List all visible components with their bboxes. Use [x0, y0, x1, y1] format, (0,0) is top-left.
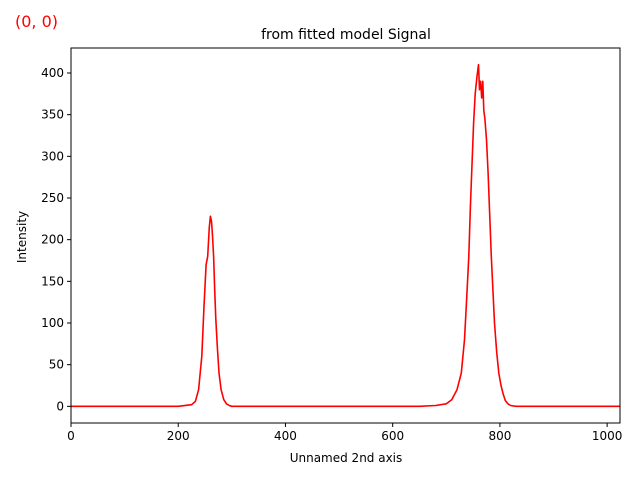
x-tick-label: 600: [381, 429, 404, 443]
x-tick-label: 1000: [592, 429, 623, 443]
y-axis-label: Intensity: [15, 211, 29, 263]
corner-coordinate-label: (0, 0): [15, 12, 59, 31]
y-tick-label: 350: [41, 108, 64, 122]
y-tick-label: 300: [41, 149, 64, 163]
y-tick-label: 50: [49, 358, 64, 372]
y-tick-label: 0: [56, 399, 64, 413]
y-tick-label: 400: [41, 66, 64, 80]
plot-area: 0 200 400 600 800 1000 0 50 100 150 200 250 300 350 40…: [41, 47, 623, 443]
y-tick-label: 100: [41, 316, 64, 330]
series-line-0: [71, 63, 620, 408]
y-tick-label: 150: [41, 274, 64, 288]
axes-frame: [70, 47, 621, 424]
y-tick-label: 250: [41, 191, 64, 205]
chart-title: from fitted model Signal: [261, 27, 431, 43]
x-tick-label: 400: [274, 429, 297, 443]
x-tick-label: 0: [67, 429, 75, 443]
x-tick-label: 800: [488, 429, 511, 443]
y-tick-label: 200: [41, 233, 64, 247]
x-axis-label: Unnamed 2nd axis: [290, 451, 403, 465]
x-tick-label: 200: [167, 429, 190, 443]
